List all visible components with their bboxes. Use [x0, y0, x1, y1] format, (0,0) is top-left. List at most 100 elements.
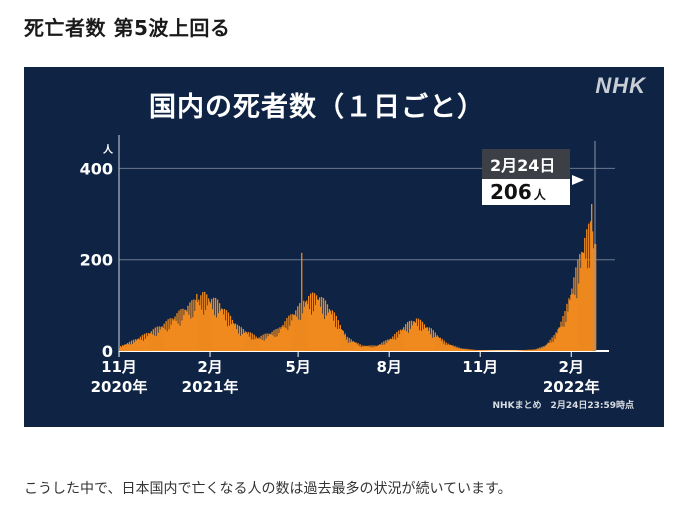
daily-death-bar	[318, 297, 321, 351]
daily-death-bar	[330, 314, 333, 351]
daily-death-bar	[489, 350, 491, 351]
daily-death-bar	[127, 344, 130, 351]
daily-death-bar	[288, 315, 290, 351]
daily-death-bar	[478, 349, 480, 351]
daily-death-bar	[373, 347, 375, 351]
daily-death-bar	[203, 314, 205, 351]
daily-death-bar	[474, 349, 476, 351]
daily-death-bar	[377, 345, 379, 351]
daily-death-bar	[404, 324, 407, 351]
daily-death-bar	[242, 329, 244, 351]
daily-death-bar	[160, 326, 162, 351]
article-headline: 死亡者数 第5波上回る	[24, 16, 231, 40]
daily-death-bar	[423, 324, 426, 351]
daily-death-bar	[166, 331, 168, 351]
daily-death-bar	[362, 346, 364, 351]
daily-death-bar	[322, 298, 325, 351]
daily-death-bar	[405, 331, 408, 351]
daily-death-bar	[316, 299, 319, 351]
daily-death-bar	[204, 291, 206, 351]
daily-death-bar	[519, 350, 522, 351]
daily-death-bar	[138, 339, 141, 351]
daily-death-bar	[338, 328, 340, 351]
daily-death-bar	[595, 244, 597, 351]
daily-death-bar	[189, 302, 191, 351]
daily-death-bar	[585, 258, 587, 351]
latest-value-callout: 2月24日 206 人	[482, 149, 570, 205]
daily-death-bar	[383, 341, 385, 351]
daily-death-bar	[123, 344, 126, 351]
daily-death-bar	[452, 345, 454, 351]
daily-death-bar	[469, 349, 471, 351]
daily-death-bar	[554, 338, 556, 351]
daily-death-bar	[459, 348, 461, 351]
daily-death-bar	[551, 337, 553, 351]
daily-death-bar	[169, 318, 171, 351]
daily-death-bar	[430, 328, 433, 351]
daily-death-bar	[442, 343, 444, 351]
daily-death-bar	[136, 339, 139, 351]
daily-death-bar	[475, 350, 477, 351]
daily-death-bar	[297, 306, 299, 351]
daily-death-bar	[207, 305, 209, 351]
daily-death-bar	[346, 336, 348, 351]
x-year-label: 2021年	[182, 378, 239, 396]
daily-death-bar	[350, 339, 352, 351]
daily-death-bar	[258, 337, 260, 351]
daily-death-bar	[171, 318, 173, 351]
daily-death-bar	[329, 310, 332, 351]
daily-death-bar	[140, 339, 143, 351]
daily-death-bar	[221, 309, 224, 351]
daily-death-bar	[292, 314, 294, 351]
daily-death-bar	[262, 334, 264, 351]
daily-death-bar	[521, 350, 524, 351]
x-tick-label: 11月	[101, 358, 137, 376]
daily-death-bar	[208, 298, 210, 351]
daily-death-bar	[426, 327, 429, 351]
daily-death-bar	[252, 339, 254, 351]
daily-death-bar	[448, 344, 450, 351]
daily-death-bar	[484, 350, 486, 351]
daily-death-bar	[417, 318, 420, 351]
daily-death-bar	[194, 310, 196, 351]
daily-death-bar	[301, 252, 303, 351]
daily-death-bar	[530, 349, 532, 351]
daily-death-bar	[356, 344, 358, 351]
daily-death-bar	[151, 334, 153, 351]
daily-death-bar	[418, 330, 421, 351]
daily-death-bar	[283, 327, 285, 351]
daily-death-bar	[454, 345, 456, 351]
callout-value: 206 人	[482, 179, 570, 205]
daily-death-bar	[214, 297, 217, 351]
daily-death-bar	[298, 319, 300, 351]
daily-death-bar	[437, 336, 439, 351]
daily-death-bar	[559, 327, 561, 351]
daily-death-bar	[432, 330, 434, 351]
daily-death-bar	[148, 333, 150, 351]
daily-death-bar	[179, 325, 181, 351]
daily-death-bar	[163, 323, 165, 351]
daily-death-bar	[591, 204, 593, 351]
daily-death-bar	[186, 311, 188, 351]
daily-death-bar	[586, 229, 588, 351]
daily-death-bar	[175, 320, 177, 351]
callout-date: 2月24日	[482, 149, 570, 179]
daily-death-bar	[237, 333, 240, 351]
daily-death-bar	[135, 340, 138, 351]
daily-death-bar	[256, 338, 258, 351]
daily-death-bar	[340, 329, 342, 351]
daily-death-bar	[174, 316, 176, 351]
daily-death-bar	[465, 348, 467, 351]
daily-death-bar	[130, 340, 133, 351]
daily-death-bar	[573, 277, 575, 351]
daily-death-bar	[147, 332, 149, 351]
daily-death-bar	[255, 336, 257, 351]
daily-death-bar	[224, 320, 227, 351]
daily-death-bar	[159, 329, 161, 351]
daily-death-bar	[422, 329, 425, 351]
daily-death-bar	[564, 311, 566, 351]
daily-death-bar	[349, 342, 351, 351]
daily-death-bar	[267, 336, 269, 351]
daily-death-bar	[177, 323, 179, 351]
daily-death-bar	[425, 327, 428, 351]
